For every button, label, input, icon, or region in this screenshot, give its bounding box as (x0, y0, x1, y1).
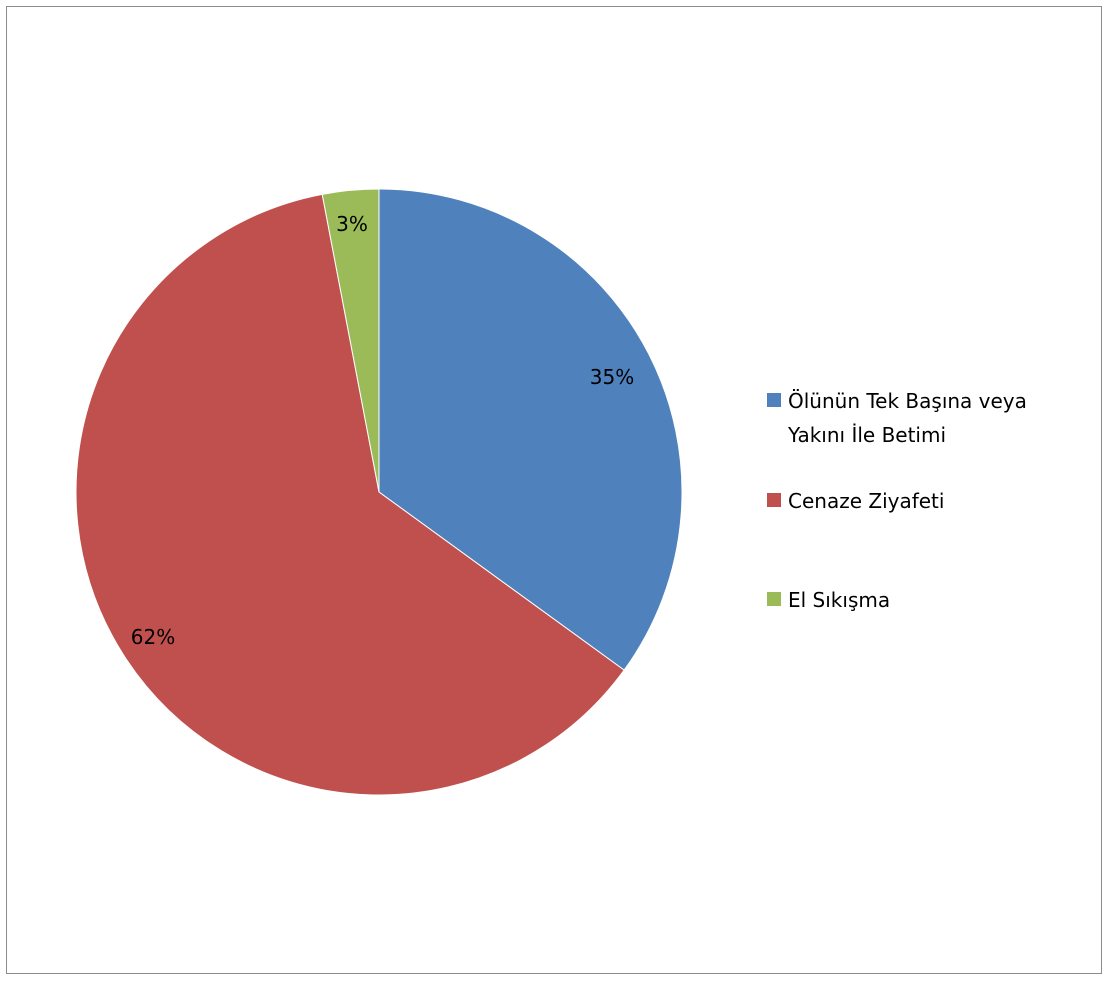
legend-label-el-sikisma: El Sıkışma (788, 588, 891, 612)
pie-slice-2 (321, 188, 380, 493)
legend-label-olunun: Ölünün Tek Başına veya Yakını İle Betimi (788, 389, 1027, 447)
pie-slice-0 (378, 188, 683, 671)
data-label-2: 3% (336, 212, 368, 236)
data-label-0: 35% (590, 365, 634, 389)
pie-slice-1 (75, 193, 625, 796)
legend-swatch-olunun (767, 393, 781, 407)
legend-item-cenaze: Cenaze Ziyafeti (767, 484, 1087, 518)
legend-swatch-el-sikisma (767, 592, 781, 606)
legend-label-cenaze: Cenaze Ziyafeti (788, 489, 945, 513)
legend-swatch-cenaze (767, 493, 781, 507)
legend-item-el-sikisma: El Sıkışma (767, 583, 1087, 617)
legend-item-olunun: Ölünün Tek Başına veya Yakını İle Betimi (767, 384, 1087, 452)
data-label-1: 62% (131, 625, 175, 649)
